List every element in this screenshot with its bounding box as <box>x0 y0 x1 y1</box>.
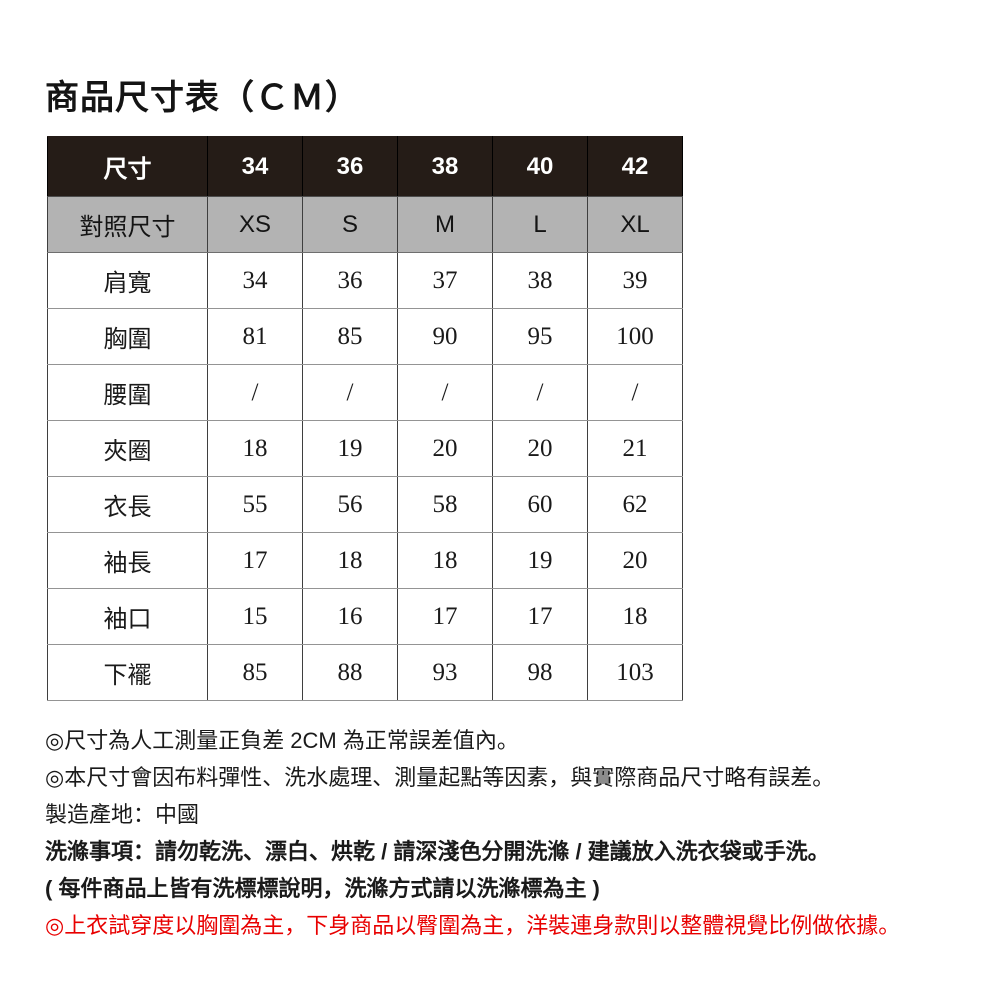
size-cell: 60 <box>492 476 588 533</box>
size-cell: 36 <box>302 252 398 309</box>
size-cell: 40 <box>492 136 588 197</box>
size-cell: 85 <box>302 308 398 365</box>
size-cell: 93 <box>397 644 493 701</box>
size-cell: 58 <box>397 476 493 533</box>
size-cell: 18 <box>397 532 493 589</box>
size-cell: 16 <box>302 588 398 645</box>
size-row-label: 對照尺寸 <box>47 196 208 253</box>
note-line: ◎上衣試穿度以胸圍為主，下身商品以臀圍為主，洋裝連身款則以整體視覺比例做依據。 <box>45 913 901 938</box>
size-table: 尺寸 34 36 38 40 42 對照尺寸 XS S M L XL 肩寬 34 36 37 38 39 胸圍 81 8… <box>47 136 683 701</box>
size-cell: XS <box>207 196 303 253</box>
size-cell: / <box>207 364 303 421</box>
size-cell: / <box>397 364 493 421</box>
size-table-row: 衣長 55 56 58 60 62 <box>47 476 683 533</box>
size-cell: 100 <box>587 308 683 365</box>
page-title: 商品尺寸表（ＣＭ） <box>45 79 360 117</box>
size-cell: L <box>492 196 588 253</box>
size-table-row: 肩寬 34 36 37 38 39 <box>47 252 683 309</box>
size-cell: 36 <box>302 136 398 197</box>
size-cell: 20 <box>587 532 683 589</box>
size-cell: 20 <box>397 420 493 477</box>
size-cell: 62 <box>587 476 683 533</box>
size-table-row: 袖口 15 16 17 17 18 <box>47 588 683 645</box>
size-row-label: 夾圈 <box>47 420 208 477</box>
size-row-label: 肩寬 <box>47 252 208 309</box>
size-cell: 38 <box>492 252 588 309</box>
size-cell: 38 <box>397 136 493 197</box>
size-cell: 55 <box>207 476 303 533</box>
size-cell: 34 <box>207 136 303 197</box>
size-cell: 17 <box>492 588 588 645</box>
size-cell: 18 <box>207 420 303 477</box>
size-table-row: 腰圍 / / / / / <box>47 364 683 421</box>
size-cell: 34 <box>207 252 303 309</box>
size-cell: / <box>492 364 588 421</box>
size-cell: 37 <box>397 252 493 309</box>
note-line: ( 每件商品上皆有洗標標說明，洗滌方式請以洗滌標為主 ) <box>45 876 600 901</box>
size-cell: 103 <box>587 644 683 701</box>
size-cell: 19 <box>302 420 398 477</box>
size-cell: 18 <box>302 532 398 589</box>
size-table-row: 下襬 85 88 93 98 103 <box>47 644 683 701</box>
size-cell: 90 <box>397 308 493 365</box>
size-cell: 95 <box>492 308 588 365</box>
size-row-label: 尺寸 <box>47 136 208 197</box>
size-cell: 39 <box>587 252 683 309</box>
size-cell: S <box>302 196 398 253</box>
size-cell: 20 <box>492 420 588 477</box>
size-cell: M <box>397 196 493 253</box>
size-cell: 56 <box>302 476 398 533</box>
size-row-label: 袖長 <box>47 532 208 589</box>
size-row-label: 胸圍 <box>47 308 208 365</box>
size-cell: 19 <box>492 532 588 589</box>
size-cell: 42 <box>587 136 683 197</box>
size-cell: 81 <box>207 308 303 365</box>
note-line: ◎尺寸為人工測量正負差 2CM 為正常誤差值內。 <box>45 728 519 753</box>
size-table-row: 夾圈 18 19 20 20 21 <box>47 420 683 477</box>
size-table-row: 尺寸 34 36 38 40 42 <box>47 136 683 197</box>
size-row-label: 袖口 <box>47 588 208 645</box>
notes-section: ◎尺寸為人工測量正負差 2CM 為正常誤差值內。 ◎本尺寸會因布料彈性、洗水處理、… <box>45 722 975 944</box>
size-row-label: 衣長 <box>47 476 208 533</box>
size-row-label: 下襬 <box>47 644 208 701</box>
size-table-row: 對照尺寸 XS S M L XL <box>47 196 683 253</box>
note-line: ◎本尺寸會因布料彈性、洗水處理、測量起點等因素，與實際商品尺寸略有誤差。 <box>45 765 835 790</box>
size-cell: / <box>302 364 398 421</box>
size-cell: 85 <box>207 644 303 701</box>
size-cell: 17 <box>397 588 493 645</box>
note-line: 洗滌事項：請勿乾洗、漂白、烘乾 / 請深淺色分開洗滌 / 建議放入洗衣袋或手洗。 <box>45 839 830 864</box>
size-table-row: 胸圍 81 85 90 95 100 <box>47 308 683 365</box>
note-line: 製造產地：中國 <box>45 802 200 827</box>
size-cell: 98 <box>492 644 588 701</box>
size-cell: 15 <box>207 588 303 645</box>
size-cell: / <box>587 364 683 421</box>
size-cell: 18 <box>587 588 683 645</box>
size-cell: XL <box>587 196 683 253</box>
size-cell: 88 <box>302 644 398 701</box>
size-table-row: 袖長 17 18 18 19 20 <box>47 532 683 589</box>
size-row-label: 腰圍 <box>47 364 208 421</box>
size-cell: 21 <box>587 420 683 477</box>
size-cell: 17 <box>207 532 303 589</box>
